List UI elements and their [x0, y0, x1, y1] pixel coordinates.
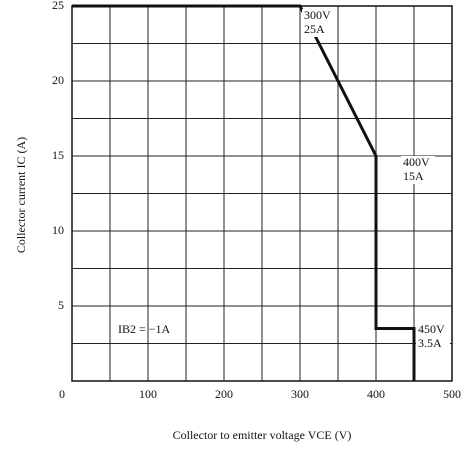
annotation: 300V [304, 8, 331, 22]
annotation: 400V [403, 155, 430, 169]
y-tick-label: 5 [58, 298, 64, 312]
annotation: 3.5A [418, 336, 442, 350]
x-tick-label: 500 [443, 387, 461, 401]
x-tick-label: 300 [291, 387, 309, 401]
x-tick-label: 200 [215, 387, 233, 401]
x-tick-label: 100 [139, 387, 157, 401]
annotation: 15A [403, 169, 424, 183]
x-tick-label: 0 [59, 387, 65, 401]
y-tick-label: 25 [52, 0, 64, 12]
y-axis-label: Collector current IC (A) [14, 137, 28, 253]
annotation-bg [416, 337, 450, 351]
annotation-bg [416, 323, 450, 337]
annotation-bg [401, 156, 435, 170]
annotation: 450V [418, 322, 445, 336]
y-tick-label: 20 [52, 73, 64, 87]
x-axis-label: Collector to emitter voltage VCE (V) [173, 428, 352, 442]
annotation: IB2 = −1A [118, 322, 171, 336]
annotation-bg [401, 170, 435, 184]
annotation-bg [302, 9, 336, 23]
y-tick-label: 15 [52, 148, 64, 162]
y-tick-label: 10 [52, 223, 64, 237]
x-tick-label: 400 [367, 387, 385, 401]
annotation-bg [302, 23, 336, 37]
line [72, 4, 416, 381]
annotation: 25A [304, 22, 325, 36]
